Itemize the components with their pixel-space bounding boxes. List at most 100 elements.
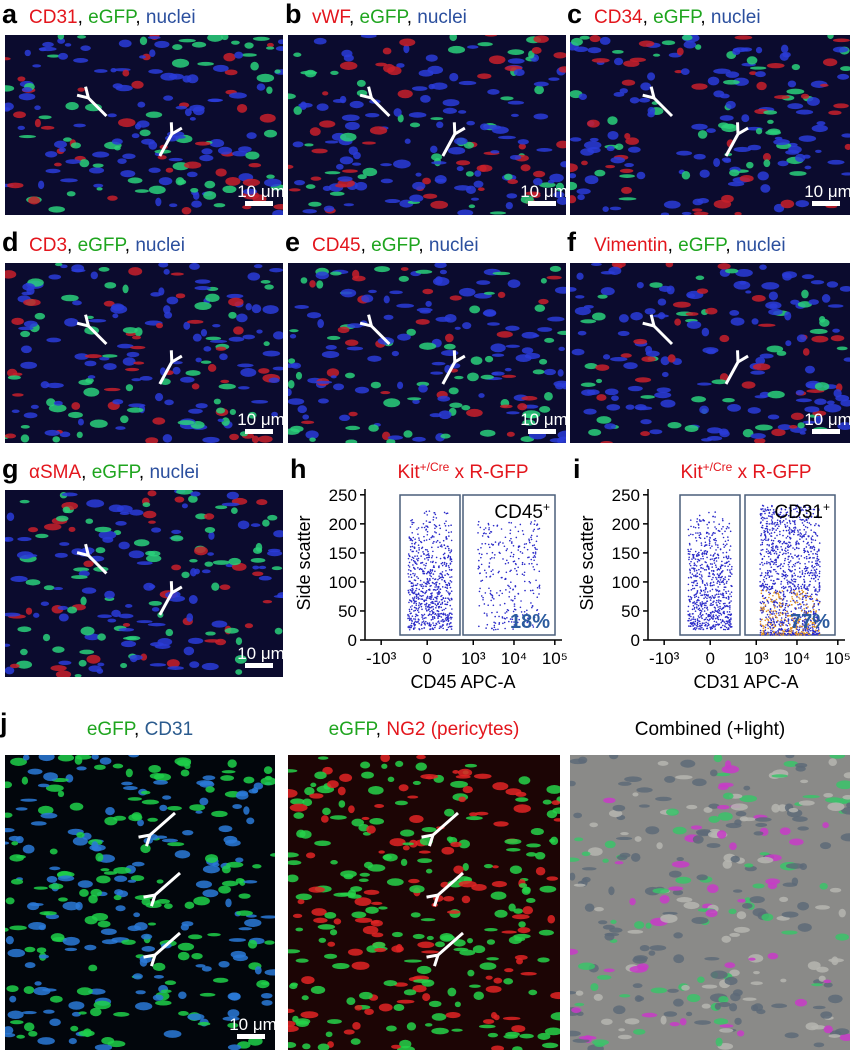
event — [428, 538, 431, 541]
cell — [444, 313, 457, 323]
cell — [654, 391, 672, 399]
event — [797, 617, 800, 620]
event — [695, 565, 698, 567]
event — [699, 613, 702, 615]
event — [787, 630, 789, 632]
event — [415, 614, 418, 616]
event — [414, 589, 417, 592]
event — [495, 628, 497, 631]
event — [812, 508, 815, 511]
cell — [618, 197, 637, 201]
cell — [644, 308, 656, 315]
arrow-head — [452, 122, 466, 137]
event — [775, 633, 777, 636]
event — [687, 605, 690, 608]
event — [805, 557, 808, 560]
caption-part: vWF — [312, 7, 350, 28]
event — [761, 558, 764, 561]
event — [438, 575, 440, 577]
cell — [430, 200, 449, 209]
event — [444, 581, 447, 584]
event — [729, 575, 732, 578]
arrow — [441, 133, 457, 157]
event — [479, 572, 481, 574]
cell — [273, 204, 283, 210]
event — [448, 547, 450, 550]
event — [715, 557, 718, 559]
cell — [228, 336, 245, 342]
cell — [660, 356, 670, 366]
event — [818, 583, 821, 585]
event — [483, 569, 486, 572]
cell — [345, 425, 361, 431]
cell — [18, 326, 34, 331]
event — [765, 509, 767, 512]
cell — [54, 263, 63, 267]
event — [696, 584, 698, 587]
event — [449, 616, 452, 619]
cell — [777, 160, 789, 167]
event — [483, 532, 486, 534]
event — [523, 574, 525, 576]
event — [804, 628, 806, 630]
event — [716, 573, 719, 575]
event — [520, 600, 522, 602]
cell — [353, 151, 361, 160]
cell — [695, 275, 705, 281]
event — [784, 616, 787, 619]
cell — [49, 848, 58, 855]
cell — [183, 646, 195, 656]
event — [408, 536, 411, 538]
cell — [431, 82, 448, 90]
event — [774, 600, 777, 602]
event — [688, 556, 690, 559]
event — [432, 598, 435, 601]
cell — [839, 285, 850, 292]
caption-part: nuclei — [146, 7, 196, 28]
event — [705, 569, 708, 571]
event — [416, 575, 418, 578]
cell — [155, 322, 164, 329]
cell — [840, 66, 850, 72]
caption-part: eGFP — [92, 462, 141, 483]
cell — [337, 176, 353, 182]
micrograph — [570, 35, 850, 215]
event — [760, 539, 763, 541]
cell — [121, 781, 133, 786]
event — [789, 591, 791, 594]
event — [778, 554, 781, 556]
cell — [638, 40, 655, 47]
cell — [202, 436, 220, 443]
cell — [24, 946, 36, 953]
cell — [676, 47, 684, 56]
event — [714, 542, 717, 544]
event — [782, 594, 785, 596]
cell — [235, 878, 245, 884]
cell — [491, 126, 509, 134]
event — [771, 505, 773, 508]
caption-part: , — [78, 7, 89, 28]
event — [531, 562, 533, 565]
event — [706, 625, 708, 627]
cell — [360, 35, 377, 39]
event — [788, 507, 791, 509]
event — [450, 539, 453, 542]
cell — [808, 299, 819, 305]
cell — [343, 203, 354, 207]
event — [425, 605, 427, 608]
event — [764, 535, 767, 538]
cell — [362, 141, 376, 145]
event — [797, 542, 800, 544]
cell — [247, 939, 258, 949]
event — [441, 575, 444, 577]
event — [423, 572, 426, 575]
event — [705, 621, 707, 624]
event — [710, 597, 713, 599]
event — [491, 627, 493, 630]
image-bg — [570, 35, 850, 215]
event — [694, 610, 697, 612]
event — [771, 628, 774, 630]
caption: CD31+ — [774, 500, 830, 523]
event — [447, 524, 450, 527]
cell — [163, 1030, 182, 1038]
